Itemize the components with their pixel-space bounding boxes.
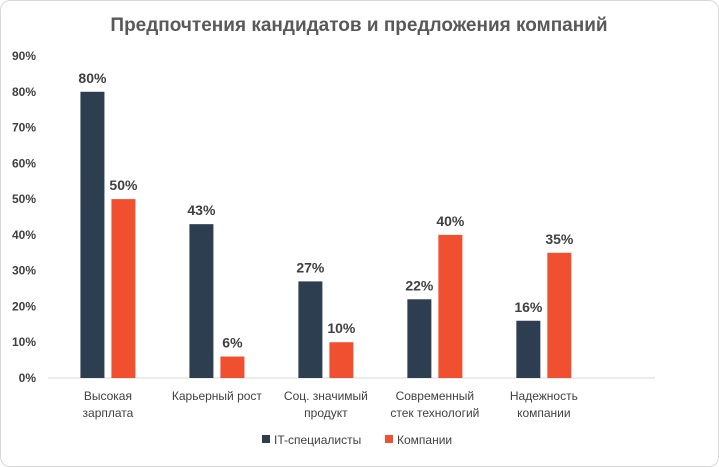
x-axis: Высокая зарплата Карьерный рост Соц. значим… (83, 389, 578, 420)
x-tick-label: Надежность (510, 389, 578, 403)
chart-title: Предпочтения кандидатов и предложения ко… (110, 15, 607, 36)
data-label: 40% (436, 213, 465, 229)
data-label: 35% (545, 231, 574, 247)
y-tick-label: 60% (12, 156, 36, 170)
y-tick-label: 80% (12, 85, 36, 99)
data-label: 27% (296, 259, 325, 275)
bar-it-1 (189, 224, 214, 378)
data-labels: 80% 50% 43% 6% 27% 10% 22% 40% 16% 35% (78, 70, 573, 351)
legend-swatch (262, 435, 270, 443)
data-label: 50% (109, 177, 138, 193)
bar-it-0 (80, 91, 105, 379)
x-tick-label: Карьерный рост (172, 389, 263, 403)
data-label: 10% (327, 320, 356, 336)
y-tick-label: 40% (12, 228, 36, 242)
y-tick-label: 20% (12, 299, 36, 313)
bar-companies-3 (438, 234, 463, 378)
x-tick-label: Соц. значимый (284, 389, 368, 403)
y-tick-label: 50% (12, 192, 36, 206)
data-label: 43% (187, 202, 216, 218)
bar-companies-4 (547, 252, 572, 378)
legend: IT-специалисты Компании (262, 433, 452, 447)
x-tick-label: продукт (304, 406, 348, 420)
y-tick-label: 70% (12, 121, 36, 135)
bar-it-2 (298, 281, 323, 378)
bar-it-4 (516, 320, 541, 378)
bar-companies-0 (111, 199, 136, 378)
data-label: 80% (78, 70, 107, 86)
bar-companies-2 (329, 342, 354, 378)
x-tick-label: Высокая (84, 389, 132, 403)
data-label: 16% (514, 299, 543, 315)
legend-label: IT-специалисты (274, 433, 361, 447)
y-tick-label: 30% (12, 264, 36, 278)
legend-swatch (385, 435, 393, 443)
legend-label: Компании (397, 433, 452, 447)
bars (80, 91, 572, 379)
bar-it-3 (407, 299, 432, 378)
x-tick-label: стек технологий (390, 406, 479, 420)
x-tick-label: Современный (396, 389, 475, 403)
y-tick-label: 90% (12, 49, 36, 63)
x-tick-label: компании (517, 406, 571, 420)
bar-companies-1 (220, 356, 245, 378)
data-label: 22% (405, 277, 434, 293)
y-tick-label: 10% (12, 335, 36, 349)
data-label: 6% (222, 335, 243, 351)
y-tick-label: 0% (19, 371, 37, 385)
x-tick-label: зарплата (83, 406, 134, 420)
